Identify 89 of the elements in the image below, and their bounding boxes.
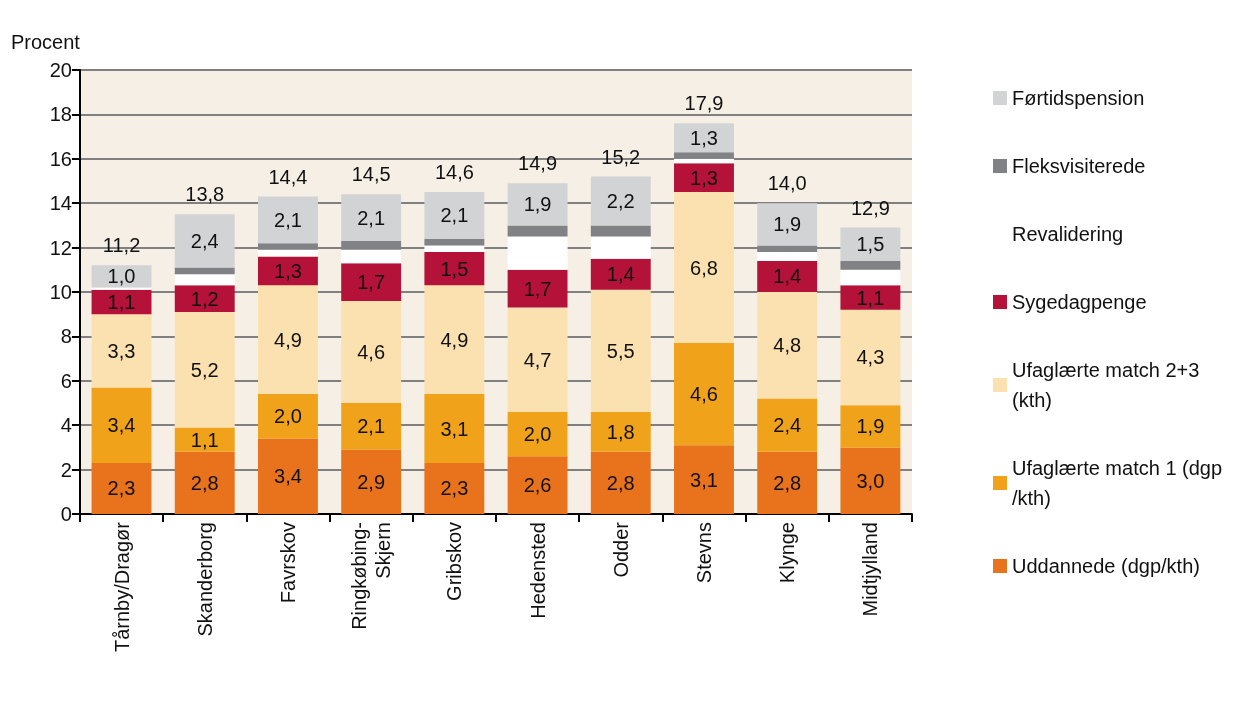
data-label: 3,3 xyxy=(107,339,136,362)
total-label: 12,9 xyxy=(850,196,890,219)
data-label: 4,6 xyxy=(690,383,718,406)
y-axis-title: Procent xyxy=(10,31,81,53)
legend-label: Ufaglærte match 2+3 (kth) xyxy=(1012,359,1205,411)
y-tick-label: 16 xyxy=(49,147,72,170)
data-label: 1,8 xyxy=(606,420,635,443)
total-label: 14,5 xyxy=(351,163,391,186)
data-label: 4,7 xyxy=(523,348,552,371)
total-label: 14,9 xyxy=(518,152,558,175)
data-label: 4,6 xyxy=(357,340,386,363)
total-label: 17,9 xyxy=(684,92,724,115)
total-label: 15,2 xyxy=(601,145,641,168)
data-label: 1,9 xyxy=(856,415,885,438)
y-tick-label: 8 xyxy=(60,325,72,348)
data-label: 3,0 xyxy=(856,469,885,492)
x-tick-label: Skanderborg xyxy=(193,522,216,637)
data-label: 1,3 xyxy=(274,259,302,282)
data-label: 2,0 xyxy=(274,405,302,428)
legend-label: Ufaglærte match 1 (dgp/kth) xyxy=(1012,457,1223,509)
data-label: 2,1 xyxy=(357,415,386,438)
data-label: 2,1 xyxy=(274,208,302,231)
data-label: 1,9 xyxy=(773,213,802,236)
total-label: 14,0 xyxy=(767,172,807,195)
data-label: 1,0 xyxy=(107,265,136,288)
total-label: 14,6 xyxy=(434,161,474,184)
data-label: 2,2 xyxy=(606,189,635,212)
data-label: 2,4 xyxy=(773,414,802,437)
data-label: 1,4 xyxy=(773,265,802,288)
y-tick-label: 18 xyxy=(49,103,72,126)
legend-label: Førtidspension xyxy=(1012,87,1145,109)
data-label: 4,9 xyxy=(440,328,469,351)
data-label: 1,7 xyxy=(523,277,552,300)
y-tick-label: 4 xyxy=(60,414,72,437)
data-label: 1,5 xyxy=(856,233,885,256)
data-label: 1,7 xyxy=(357,271,386,294)
data-label: 1,5 xyxy=(440,257,469,280)
data-label: 1,3 xyxy=(690,166,718,189)
data-label: 4,8 xyxy=(773,334,802,357)
text: Revalidering xyxy=(1012,223,1124,245)
x-tick-label: Hedensted xyxy=(526,522,549,619)
y-tick-label: 2 xyxy=(60,458,72,481)
legend-label: Sygedagpenge xyxy=(1012,291,1147,313)
legend-label: Fleksvisiterede xyxy=(1012,155,1146,177)
data-label: 1,1 xyxy=(107,290,136,313)
data-label: 3,1 xyxy=(690,468,718,491)
data-label: 1,9 xyxy=(523,193,552,216)
data-label: 2,3 xyxy=(107,477,136,500)
data-label: 5,5 xyxy=(606,339,635,362)
data-label: 1,1 xyxy=(856,286,885,309)
x-tick-label: Midtjylland xyxy=(859,522,882,617)
data-label: 3,1 xyxy=(440,417,469,440)
total-label: 11,2 xyxy=(102,234,141,257)
data-label: 5,2 xyxy=(190,358,219,381)
x-tick-label: Favrskov xyxy=(276,522,299,604)
y-tick-label: 6 xyxy=(60,369,72,392)
y-tick-label: 12 xyxy=(49,236,72,259)
total-label: 13,8 xyxy=(185,183,225,206)
data-label: 1,1 xyxy=(190,428,219,451)
data-label: 2,8 xyxy=(606,471,635,494)
data-label: 2,1 xyxy=(440,204,469,227)
legend-label: Uddannede (dgp/kth) xyxy=(1012,555,1200,577)
data-label: 2,6 xyxy=(523,474,552,497)
y-tick-label: 20 xyxy=(49,59,72,81)
x-tick-label: Ringkøbing-Skjern xyxy=(348,522,395,630)
x-tick-label: Stevns xyxy=(692,522,715,584)
y-tick-label: 14 xyxy=(49,192,72,215)
data-label: 2,0 xyxy=(523,423,552,446)
total-label: 14,4 xyxy=(268,165,308,188)
x-tick-label: Odder xyxy=(609,521,632,578)
data-label: 1,3 xyxy=(690,126,718,149)
data-label: 2,9 xyxy=(357,470,386,493)
data-label: 3,4 xyxy=(274,465,302,488)
x-tick-label: Gribskov xyxy=(443,522,466,601)
data-label: 3,4 xyxy=(107,414,136,437)
data-label: 1,4 xyxy=(606,263,635,286)
y-tick-label: 10 xyxy=(49,281,72,303)
data-label: 2,8 xyxy=(773,471,802,494)
x-tick-label: Klynge xyxy=(776,522,799,584)
data-label: 2,1 xyxy=(357,206,386,229)
data-label: 2,4 xyxy=(190,229,219,252)
data-label: 2,8 xyxy=(190,471,219,494)
data-label: 4,9 xyxy=(274,328,302,351)
y-tick-label: 0 xyxy=(60,503,72,525)
data-label: 6,8 xyxy=(690,256,718,279)
x-tick-label: Tårnby/Dragør xyxy=(110,521,133,653)
data-label: 1,2 xyxy=(190,287,219,310)
data-label: 2,3 xyxy=(440,477,469,500)
data-label: 4,3 xyxy=(856,346,885,369)
